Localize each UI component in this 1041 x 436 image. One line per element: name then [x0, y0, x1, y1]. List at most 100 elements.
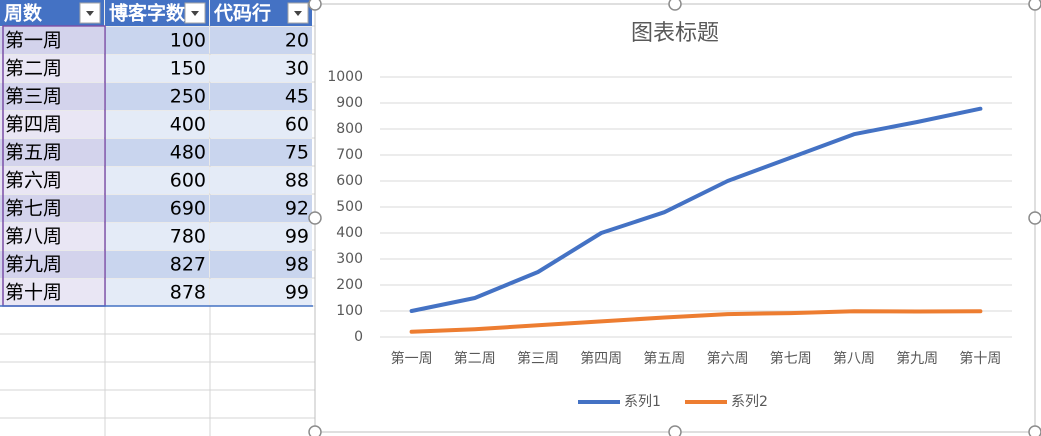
cell-bg [0, 27, 104, 54]
cell-number: 150 [170, 58, 206, 80]
cell-bg [210, 195, 312, 222]
filter-arrow [191, 11, 199, 16]
resize-handle[interactable] [668, 0, 682, 11]
cell-bg [0, 55, 104, 82]
x-tick-label: 第十周 [959, 350, 1001, 367]
resize-handle[interactable] [308, 0, 322, 11]
x-tick-label: 第九周 [896, 350, 938, 367]
cell-number: 99 [285, 282, 309, 304]
y-tick-label: 400 [336, 225, 363, 241]
cell-bg [0, 111, 104, 138]
cell-bg [105, 279, 209, 306]
x-tick-label: 第六周 [707, 350, 749, 367]
x-tick-label: 第八周 [833, 350, 875, 367]
chart-title: 图表标题 [631, 21, 719, 46]
header-text: 代码行 [213, 2, 271, 25]
x-tick-label: 第五周 [643, 350, 685, 367]
legend-label: 系列2 [731, 394, 768, 410]
x-tick-label: 第四周 [580, 350, 622, 367]
cell-bg [0, 167, 104, 194]
resize-handle[interactable] [668, 425, 682, 436]
filter-arrow [86, 11, 94, 16]
cell-number: 878 [170, 282, 206, 304]
legend-label: 系列1 [624, 394, 661, 410]
resize-handle[interactable] [308, 425, 322, 436]
cell-bg [0, 251, 104, 278]
x-tick-label: 第一周 [391, 350, 433, 367]
cell-text: 第七周 [5, 198, 62, 220]
y-tick-label: 700 [336, 147, 363, 163]
y-tick-label: 0 [354, 329, 363, 345]
cell-text: 第九周 [5, 254, 62, 276]
cell-number: 690 [170, 198, 206, 220]
y-tick-label: 500 [336, 199, 363, 215]
cell-number: 400 [170, 114, 206, 136]
cell-number: 45 [285, 86, 309, 108]
cell-bg [210, 139, 312, 166]
cell-number: 780 [170, 226, 206, 248]
cell-bg [210, 111, 312, 138]
cell-bg [105, 139, 209, 166]
cell-bg [0, 223, 104, 250]
resize-handle[interactable] [1028, 425, 1041, 436]
cell-text: 第五周 [5, 142, 62, 164]
cell-number: 600 [170, 170, 206, 192]
cell-text: 第一周 [5, 30, 62, 52]
cell-bg [105, 167, 209, 194]
header-text: 博客字数 [109, 2, 186, 25]
y-tick-label: 200 [336, 277, 363, 293]
cell-bg [210, 279, 312, 306]
x-tick-label: 第三周 [517, 350, 559, 367]
series-line [409, 106, 983, 313]
chart-area [314, 3, 1036, 433]
cell-text: 第六周 [5, 170, 62, 192]
x-tick-label: 第七周 [770, 350, 812, 367]
cell-bg [0, 139, 104, 166]
y-tick-label: 300 [336, 251, 363, 267]
header-text: 周数 [4, 2, 43, 25]
cell-number: 100 [170, 30, 206, 52]
cell-bg [210, 27, 312, 54]
cell-bg [105, 223, 209, 250]
cell-number: 250 [170, 86, 206, 108]
y-tick-label: 1000 [327, 69, 363, 85]
cell-number: 20 [285, 30, 309, 52]
cell-bg [105, 83, 209, 110]
y-tick-label: 100 [336, 303, 363, 319]
cell-text: 第八周 [5, 226, 62, 248]
cell-bg [210, 83, 312, 110]
resize-handle[interactable] [1028, 211, 1041, 225]
cell-bg [210, 167, 312, 194]
resize-handle[interactable] [308, 211, 322, 225]
cell-bg [0, 279, 104, 306]
cell-bg [210, 55, 312, 82]
y-tick-label: 600 [336, 173, 363, 189]
cell-bg [105, 27, 209, 54]
cell-number: 92 [285, 198, 309, 220]
y-tick-label: 800 [336, 121, 363, 137]
cell-text: 第二周 [5, 58, 62, 80]
cell-text: 第四周 [5, 114, 62, 136]
cell-bg [210, 251, 312, 278]
cell-bg [0, 83, 104, 110]
cell-number: 75 [285, 142, 309, 164]
cell-number: 98 [285, 254, 309, 276]
cell-number: 60 [285, 114, 309, 136]
cell-bg [105, 111, 209, 138]
filter-arrow [294, 11, 302, 16]
cell-bg [210, 223, 312, 250]
cell-bg [105, 195, 209, 222]
cell-number: 88 [285, 170, 309, 192]
cell-number: 827 [170, 254, 206, 276]
cell-text: 第三周 [5, 86, 62, 108]
cell-number: 30 [285, 58, 309, 80]
cell-number: 99 [285, 226, 309, 248]
x-tick-label: 第二周 [454, 350, 496, 367]
cell-bg [105, 55, 209, 82]
cell-number: 480 [170, 142, 206, 164]
cell-bg [0, 195, 104, 222]
cell-text: 第十周 [5, 282, 62, 304]
series-line [409, 309, 983, 334]
resize-handle[interactable] [1028, 0, 1041, 11]
